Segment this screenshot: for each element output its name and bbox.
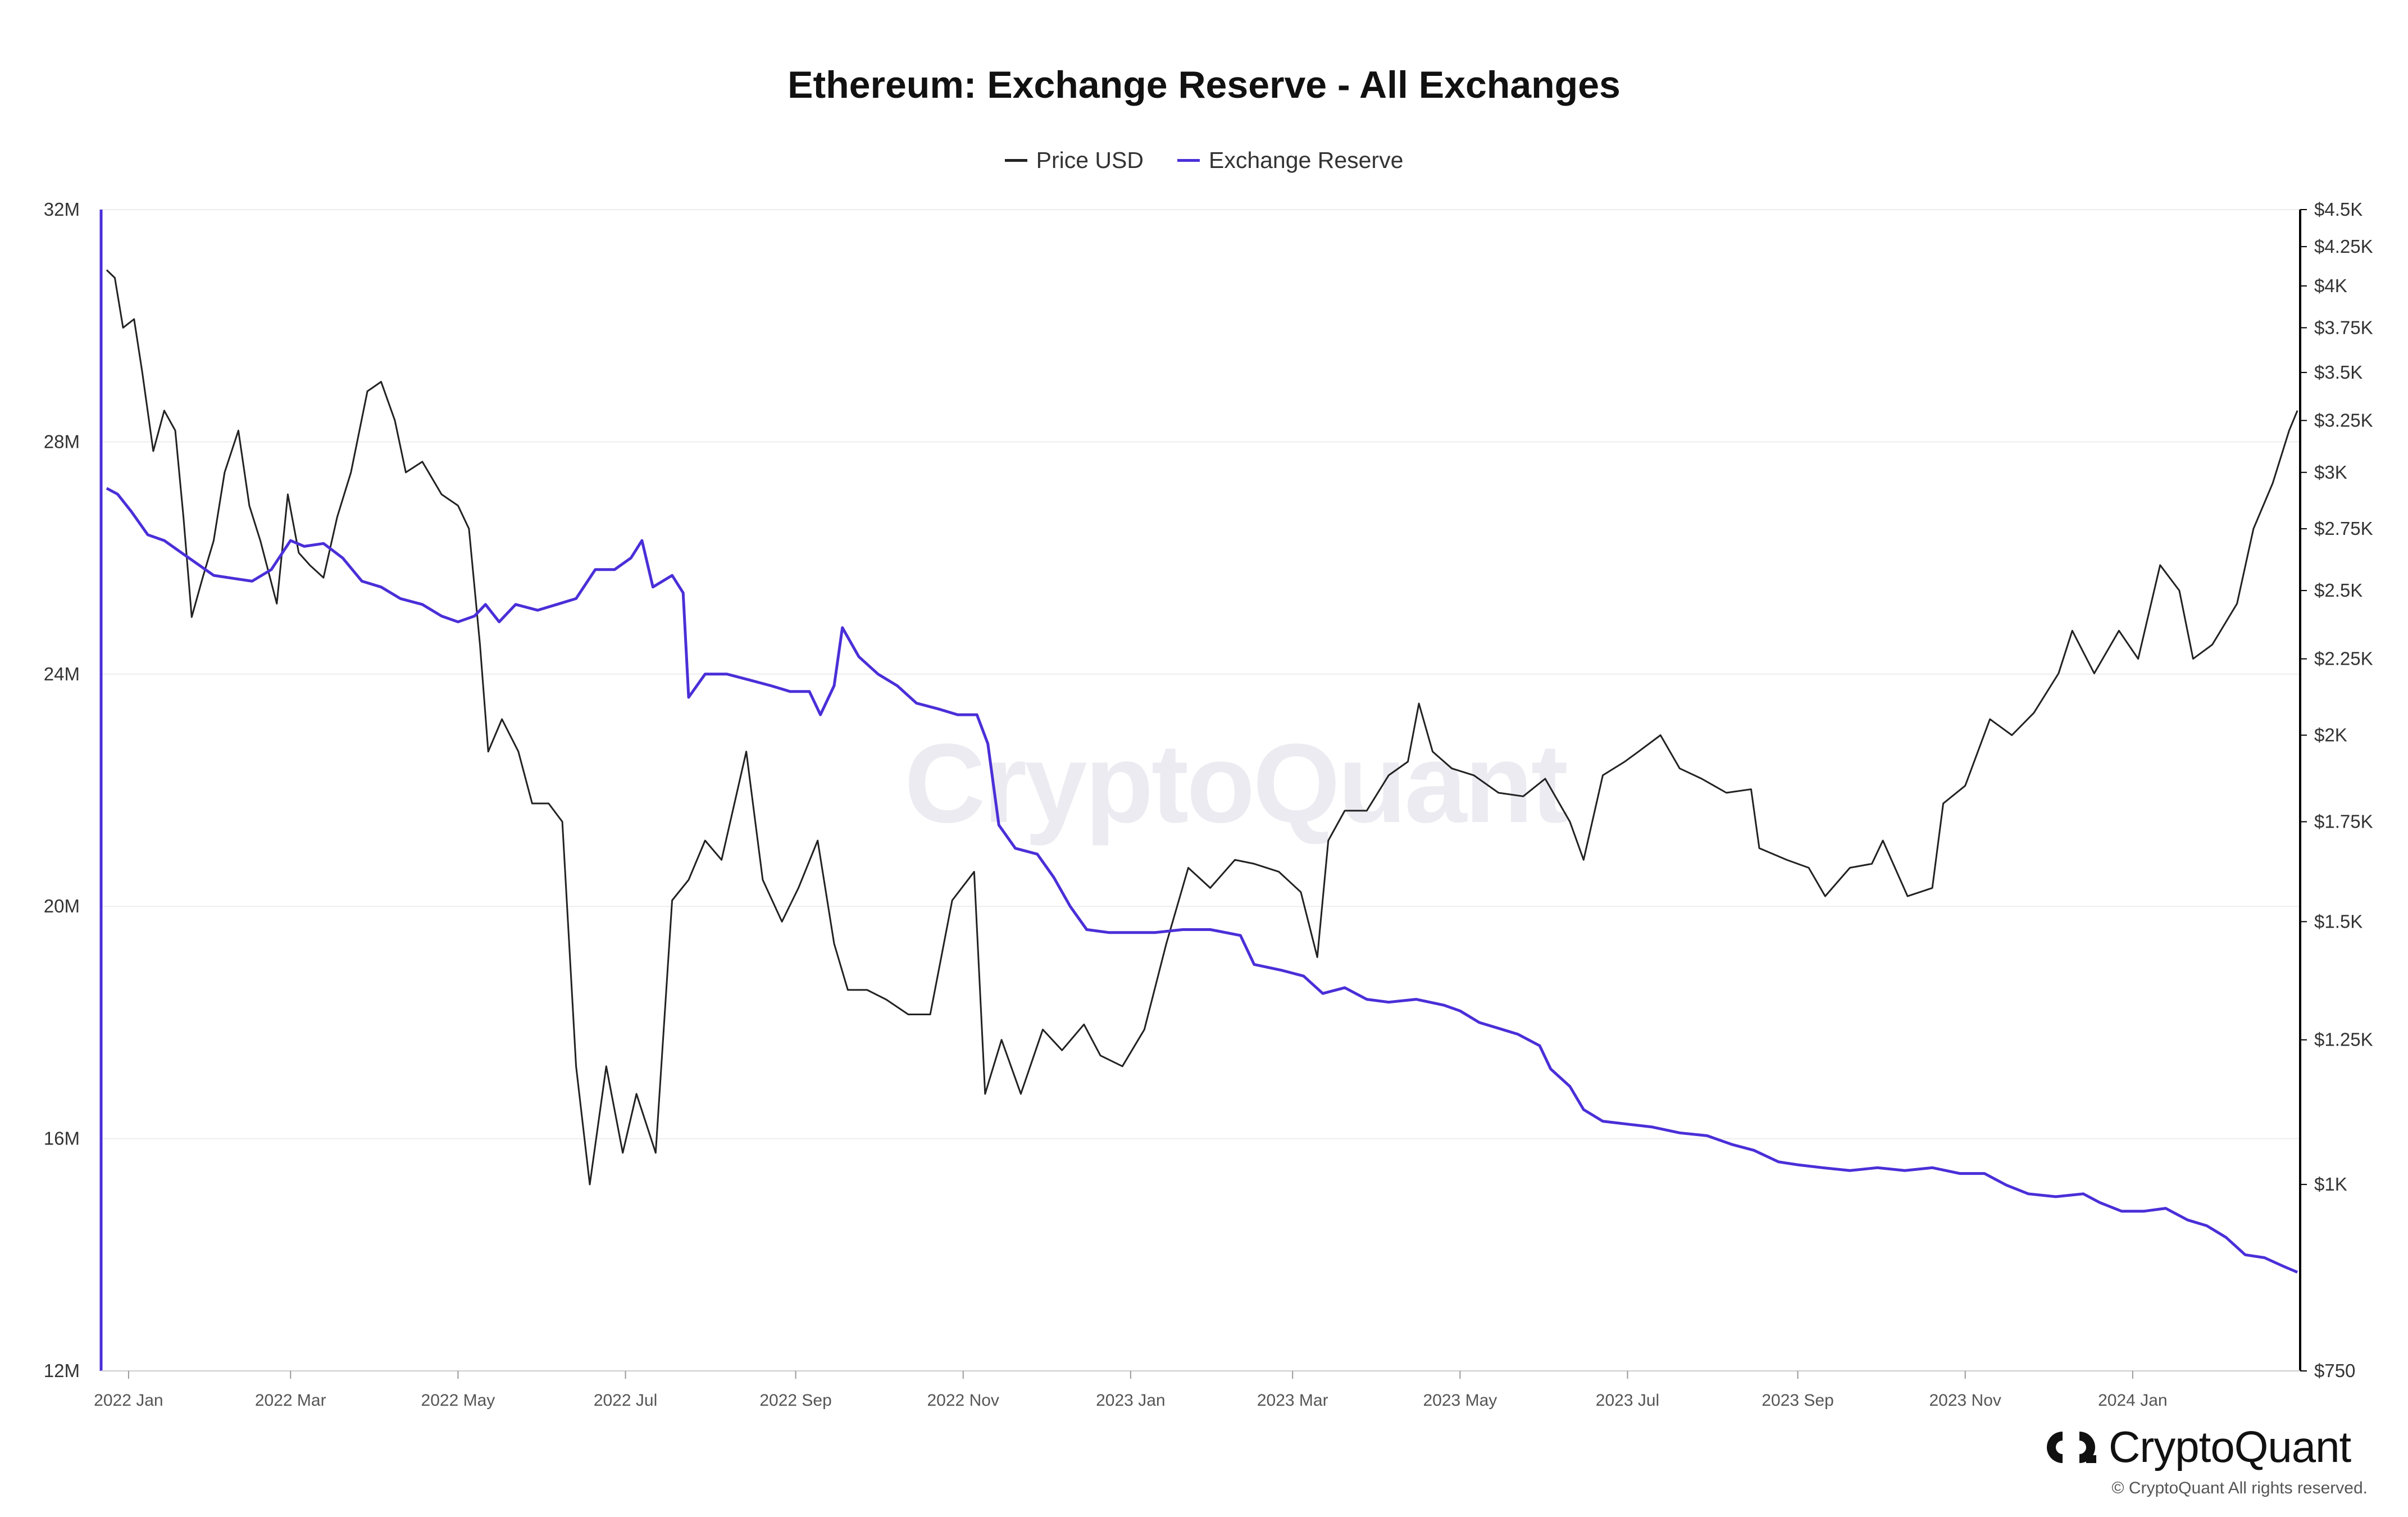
series-layer xyxy=(106,269,2298,1274)
left-tick-label: 32M xyxy=(44,199,80,220)
left-tick-label: 20M xyxy=(44,896,80,916)
watermark: CryptoQuant xyxy=(904,721,1568,846)
legend-swatch-price xyxy=(1004,159,1027,162)
cryptoquant-logo-icon xyxy=(2047,1431,2096,1463)
right-tick-label: $1.5K xyxy=(2314,911,2363,932)
left-y-axis: 12M 16M 20M 24M 28M 32M xyxy=(44,199,103,1381)
x-tick-label: 2022 Nov xyxy=(927,1391,999,1410)
right-tick-label: $3.25K xyxy=(2314,410,2373,430)
right-tick-label: $1.25K xyxy=(2314,1029,2373,1050)
x-tick-label: 2023 May xyxy=(1423,1391,1497,1410)
x-tick-label: 2024 Jan xyxy=(2098,1391,2167,1410)
legend-label-price: Price USD xyxy=(1036,147,1144,173)
right-tick-label: $2.5K xyxy=(2314,580,2363,601)
legend: Price USD Exchange Reserve xyxy=(0,147,2408,174)
grid-lines xyxy=(101,209,2300,1139)
right-tick-label: $2K xyxy=(2314,725,2347,746)
right-tick-label: $3.75K xyxy=(2314,317,2373,338)
right-tick-label: $4K xyxy=(2314,275,2347,296)
legend-item-reserve[interactable]: Exchange Reserve xyxy=(1177,147,1403,174)
x-tick-label: 2022 Sep xyxy=(759,1391,831,1410)
x-tick-label: 2023 Mar xyxy=(1257,1391,1328,1410)
right-y-axis: $750 $1K $1.25K $1.5K $1.75K $2K $2.25K $2.5K $2… xyxy=(2299,199,2373,1381)
right-tick-label: $2.75K xyxy=(2314,518,2373,539)
x-tick-label: 2022 Jul xyxy=(594,1391,657,1410)
left-tick-label: 28M xyxy=(44,431,80,452)
legend-label-reserve: Exchange Reserve xyxy=(1208,147,1404,173)
left-tick-label: 16M xyxy=(44,1128,80,1149)
right-tick-label: $4.5K xyxy=(2314,199,2363,220)
x-tick-label: 2023 Nov xyxy=(1929,1391,2001,1410)
right-tick-label: $3K xyxy=(2314,462,2347,483)
x-tick-label: 2022 Jan xyxy=(94,1391,163,1410)
x-axis: 2022 Jan 2022 Mar 2022 May 2022 Jul 2022 Sep… xyxy=(94,1370,2300,1410)
right-tick-label: $2.25K xyxy=(2314,648,2373,669)
brand-name: CryptoQuant xyxy=(2109,1422,2351,1471)
right-tick-label: $750 xyxy=(2314,1360,2355,1381)
series-line-exchange-reserve xyxy=(106,487,2298,1274)
brand: CryptoQuant xyxy=(2045,1421,2351,1473)
left-tick-label: 12M xyxy=(44,1360,80,1381)
x-tick-label: 2022 Mar xyxy=(255,1391,326,1410)
x-tick-label: 2023 Jul xyxy=(1596,1391,1659,1410)
legend-item-price[interactable]: Price USD xyxy=(1004,147,1144,174)
chart-title: Ethereum: Exchange Reserve - All Exchang… xyxy=(788,63,1620,106)
copyright-text: © CryptoQuant All rights reserved. xyxy=(2111,1479,2368,1497)
right-tick-label: $3.5K xyxy=(2314,362,2363,383)
right-tick-label: $4.25K xyxy=(2314,236,2373,257)
x-tick-label: 2023 Jan xyxy=(1096,1391,1165,1410)
x-tick-label: 2022 May xyxy=(421,1391,495,1410)
series-line-price-usd xyxy=(106,269,2298,1186)
right-tick-label: $1.75K xyxy=(2314,811,2373,832)
x-tick-label: 2023 Sep xyxy=(1761,1391,1833,1410)
legend-swatch-reserve xyxy=(1177,159,1200,162)
left-tick-label: 24M xyxy=(44,664,80,684)
right-tick-label: $1K xyxy=(2314,1174,2347,1194)
